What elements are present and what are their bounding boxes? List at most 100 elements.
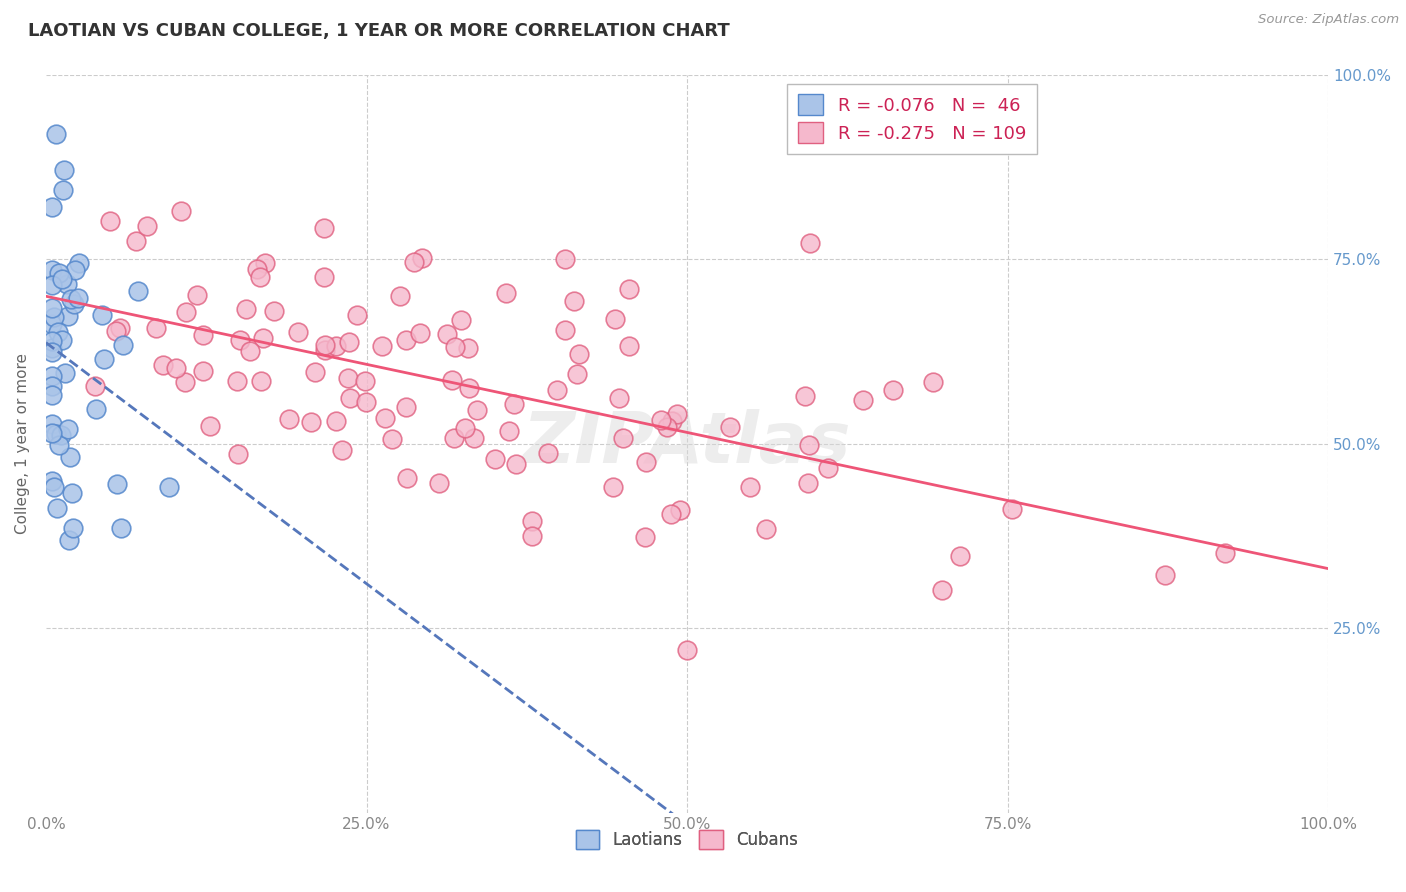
Point <box>93 351 115 366</box>
Point <box>676 643 699 657</box>
Point <box>145 321 167 335</box>
Point <box>63 262 86 277</box>
Point <box>852 392 875 407</box>
Point <box>568 346 591 360</box>
Point <box>495 285 517 300</box>
Point <box>173 375 195 389</box>
Point <box>339 391 361 405</box>
Point <box>263 304 285 318</box>
Point <box>60 486 83 500</box>
Point <box>191 328 214 343</box>
Point <box>931 583 953 598</box>
Point <box>337 334 360 349</box>
Point <box>287 325 309 339</box>
Point <box>661 508 683 522</box>
Point <box>603 311 626 326</box>
Point <box>41 345 63 359</box>
Point <box>395 400 418 414</box>
Point <box>427 475 450 490</box>
Point <box>602 480 624 494</box>
Point <box>41 301 63 315</box>
Point <box>395 471 418 485</box>
Point <box>371 339 394 353</box>
Point <box>41 388 63 402</box>
Point <box>617 339 640 353</box>
Point <box>374 411 396 425</box>
Point <box>157 480 180 494</box>
Text: Source: ZipAtlas.com: Source: ZipAtlas.com <box>1258 13 1399 27</box>
Point <box>51 272 73 286</box>
Point <box>554 323 576 337</box>
Point <box>463 431 485 445</box>
Point <box>41 200 63 214</box>
Point <box>136 219 159 233</box>
Point <box>799 235 821 250</box>
Point <box>41 277 63 292</box>
Point <box>98 214 121 228</box>
Point <box>634 455 657 469</box>
Point <box>51 427 73 442</box>
Point <box>42 480 65 494</box>
Point <box>174 305 197 319</box>
Point <box>669 503 692 517</box>
Point <box>882 383 904 397</box>
Point <box>354 394 377 409</box>
Point <box>55 277 77 291</box>
Point <box>665 407 688 421</box>
Point <box>314 270 336 285</box>
Point <box>60 292 83 306</box>
Point <box>112 338 135 352</box>
Point <box>634 530 657 544</box>
Point <box>226 447 249 461</box>
Point <box>191 364 214 378</box>
Point <box>41 379 63 393</box>
Point <box>198 418 221 433</box>
Point <box>91 308 114 322</box>
Point <box>921 375 943 389</box>
Point <box>56 310 79 324</box>
Point <box>44 310 66 324</box>
Point <box>52 163 75 178</box>
Point <box>246 262 269 277</box>
Point <box>105 477 128 491</box>
Point <box>389 289 412 303</box>
Point <box>48 266 70 280</box>
Point <box>249 270 271 285</box>
Point <box>444 340 467 354</box>
Point <box>796 476 818 491</box>
Point <box>225 374 247 388</box>
Point <box>458 381 481 395</box>
Point <box>299 415 322 429</box>
Point <box>314 343 336 358</box>
Point <box>41 474 63 488</box>
Point <box>314 338 336 352</box>
Point <box>949 549 972 564</box>
Point <box>62 521 84 535</box>
Point <box>41 263 63 277</box>
Point <box>235 301 257 316</box>
Text: LAOTIAN VS CUBAN COLLEGE, 1 YEAR OR MORE CORRELATION CHART: LAOTIAN VS CUBAN COLLEGE, 1 YEAR OR MORE… <box>28 22 730 40</box>
Point <box>45 426 67 441</box>
Point <box>520 514 543 528</box>
Point <box>381 432 404 446</box>
Point <box>353 375 375 389</box>
Point <box>454 420 477 434</box>
Point <box>170 204 193 219</box>
Point <box>46 500 69 515</box>
Point <box>562 293 585 308</box>
Point <box>650 413 672 427</box>
Point <box>58 422 80 436</box>
Point <box>346 308 368 322</box>
Point <box>41 368 63 383</box>
Point <box>59 450 82 464</box>
Point <box>165 361 187 376</box>
Point <box>152 358 174 372</box>
Point <box>612 431 634 445</box>
Point <box>108 321 131 335</box>
Point <box>186 288 208 302</box>
Point <box>619 282 641 296</box>
Point <box>55 366 77 380</box>
Point <box>41 417 63 431</box>
Point <box>546 384 568 398</box>
Point <box>797 437 820 451</box>
